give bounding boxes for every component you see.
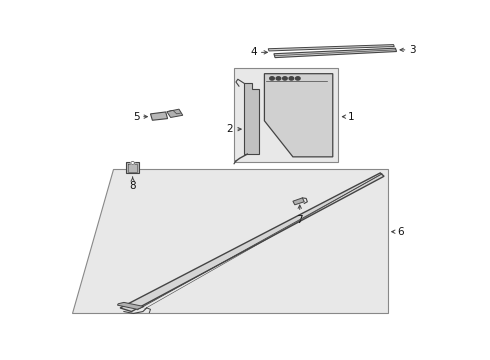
Text: 2: 2 [227, 124, 233, 134]
Polygon shape [118, 302, 144, 309]
Circle shape [295, 77, 300, 80]
Polygon shape [274, 48, 396, 58]
Text: 1: 1 [348, 112, 355, 122]
Circle shape [283, 77, 287, 80]
Text: 6: 6 [397, 227, 404, 237]
Text: 8: 8 [129, 181, 136, 191]
Polygon shape [150, 112, 168, 120]
Polygon shape [293, 198, 304, 205]
Polygon shape [126, 162, 139, 174]
Text: 5: 5 [133, 112, 140, 122]
Text: 7: 7 [296, 215, 303, 225]
Polygon shape [120, 173, 384, 311]
Circle shape [276, 77, 281, 80]
Bar [234, 68, 339, 162]
Text: 3: 3 [409, 45, 416, 55]
Polygon shape [268, 45, 394, 51]
Circle shape [270, 77, 274, 80]
Circle shape [289, 77, 294, 80]
Polygon shape [265, 74, 333, 157]
Circle shape [131, 162, 135, 164]
Text: 4: 4 [250, 48, 257, 57]
Polygon shape [245, 84, 259, 154]
Polygon shape [167, 109, 183, 117]
Polygon shape [72, 169, 388, 314]
